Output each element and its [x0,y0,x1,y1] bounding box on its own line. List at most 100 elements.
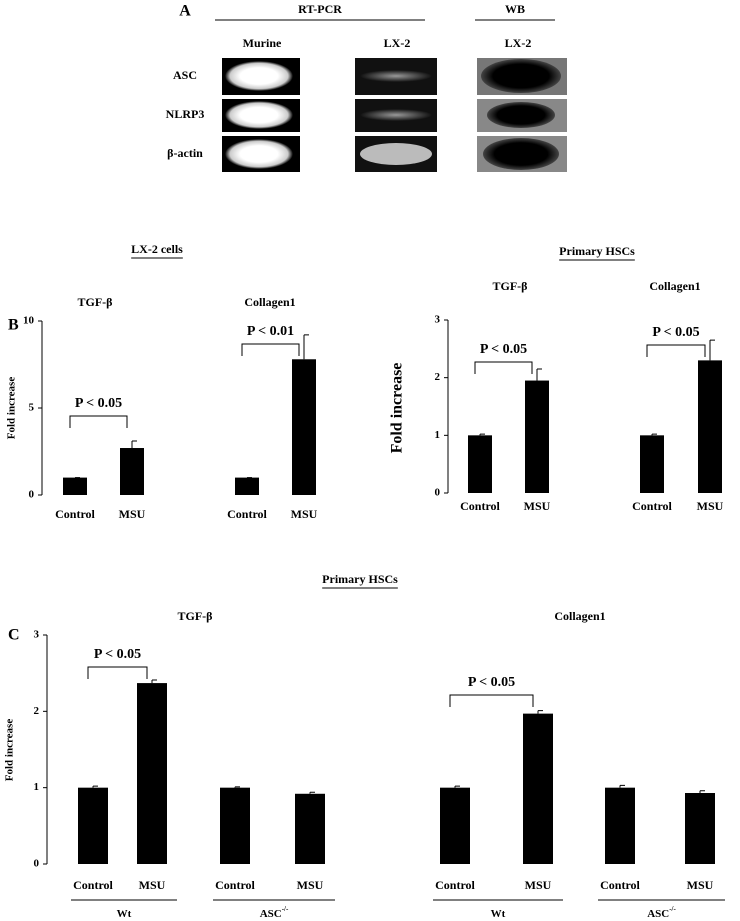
x-tick-label: Control [227,507,267,521]
p-value: P < 0.05 [652,325,699,340]
bar [605,787,635,864]
significance-bracket [241,343,300,356]
bar [685,793,715,864]
x-tick-label: Control [435,878,475,892]
bar [235,477,259,495]
subgroup-label: Wt [491,908,506,920]
p-value: P < 0.05 [94,647,141,662]
x-tick-label: MSU [525,878,552,892]
p-value: P < 0.05 [75,396,122,411]
error-bar [131,440,137,449]
error-bar [454,785,460,788]
row-label: ASC [173,68,197,82]
group-title: Collagen1 [649,279,700,293]
bar [468,435,492,493]
error-bar [699,790,705,794]
p-value: P < 0.01 [247,324,294,339]
bar [440,787,470,864]
group-title: TGF-β [493,279,528,293]
bar [63,477,87,495]
panel-label: B [8,317,19,334]
subgroup-name: ASC [647,908,669,920]
y-tick-label: 0 [435,487,441,499]
error-bar [536,368,542,381]
bar [292,359,316,495]
bar [120,448,144,495]
x-tick-label: MSU [119,507,146,521]
chart-title: Primary HSCs [322,572,398,586]
x-tick-label: MSU [291,507,318,521]
subgroup-superscript: -/- [669,905,676,913]
error-bar [619,784,625,788]
subgroup-superscript: -/- [282,905,289,913]
significance-bracket [87,666,148,679]
y-tick-label: 0 [34,858,40,870]
significance-bracket [69,415,128,428]
x-tick-label: Control [215,878,255,892]
x-tick-label: Control [73,878,113,892]
column-label: Murine [243,36,282,50]
error-bar [479,433,485,436]
y-axis-label: Fold increase [4,719,16,782]
significance-bracket [646,344,706,357]
panel-label: C [8,627,20,644]
error-bar [151,679,157,684]
panel-label: A [179,3,191,20]
group-title: Collagen1 [554,609,605,623]
x-tick-label: Control [632,499,672,513]
p-value: P < 0.05 [480,342,527,357]
gel-images [222,58,567,172]
row-label: β-actin [167,146,203,160]
header: RT-PCR [298,2,342,16]
subgroup-name: ASC [260,908,282,920]
y-tick-label: 3 [34,629,40,641]
error-bar [234,786,240,788]
x-tick-label: MSU [524,499,551,513]
error-bar [651,433,657,436]
error-bar [303,334,309,360]
error-bar [709,339,715,361]
significance-bracket [474,361,533,374]
error-bar [537,710,543,714]
y-axis-label: Fold increase [389,363,406,454]
bar [698,360,722,493]
chart-title: Primary HSCs [559,244,635,258]
x-tick-label: MSU [687,878,714,892]
bar [640,435,664,493]
subgroup-label: ASC-/- [260,905,289,920]
y-tick-label: 1 [435,429,441,441]
header: WB [505,2,525,16]
column-label: LX-2 [505,36,532,50]
y-tick-label: 2 [435,371,441,383]
bar [525,380,549,493]
x-tick-label: Control [600,878,640,892]
subgroup-label: Wt [117,908,132,920]
subgroup-name: Wt [117,908,132,920]
bar [523,713,553,864]
bar [137,683,167,864]
error-bar [92,785,98,788]
column-label: LX-2 [384,36,411,50]
y-axis-label: Fold increase [6,377,18,440]
group-title: TGF-β [178,609,213,623]
subgroup-label: ASC-/- [647,905,676,920]
significance-bracket [449,694,534,707]
error-bar [309,791,315,794]
y-tick-label: 0 [29,489,35,501]
bar [220,787,250,864]
group-title: Collagen1 [244,295,295,309]
x-tick-label: Control [460,499,500,513]
group-title: TGF-β [78,295,113,309]
y-tick-label: 1 [34,781,40,793]
subgroup-name: Wt [491,908,506,920]
row-label: NLRP3 [166,107,205,121]
x-tick-label: Control [55,507,95,521]
y-tick-label: 10 [23,315,35,327]
bar [78,787,108,864]
x-tick-label: MSU [697,499,724,513]
x-tick-label: MSU [139,878,166,892]
y-tick-label: 2 [34,705,40,717]
bar [295,793,325,864]
y-tick-label: 3 [435,314,441,326]
